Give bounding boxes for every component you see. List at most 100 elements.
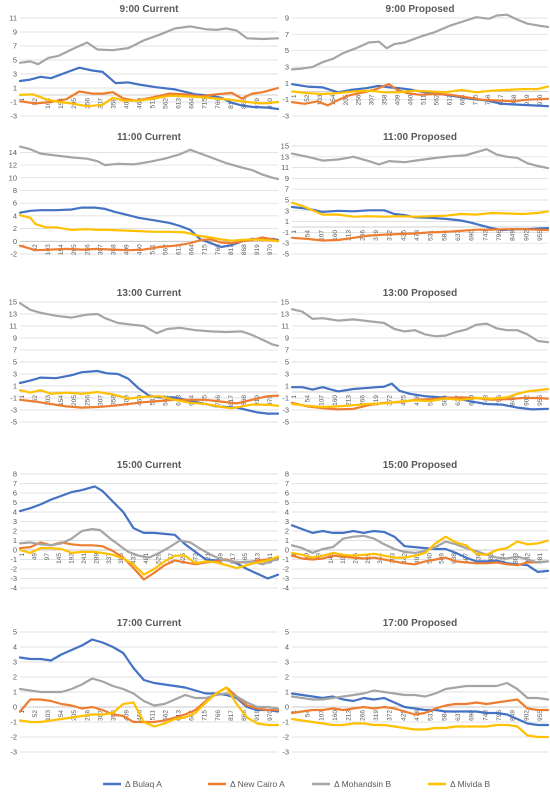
y-tick-label: -2: [282, 733, 289, 742]
y-tick-label: 2: [13, 224, 17, 233]
series-line-mivida-b: [18, 93, 280, 108]
x-tick-label: 460: [136, 395, 143, 406]
x-tick-label: 358: [382, 94, 389, 105]
x-tick-label: 613: [176, 244, 183, 255]
y-tick-label: 1: [285, 688, 289, 697]
x-tick-label: 638: [451, 553, 458, 564]
series-line-bulaq-a: [290, 382, 550, 411]
x-tick-label: 49: [31, 553, 38, 561]
y-tick-label: -3: [10, 406, 17, 415]
series-line-mohandsin-b: [18, 25, 280, 66]
x-tick-label: 902: [523, 710, 530, 721]
x-tick-label: 817: [228, 395, 235, 406]
legend-label: Δ Mohandsin B: [334, 779, 392, 789]
x-tick-label: 107: [318, 710, 325, 721]
y-tick-label: 8: [13, 470, 17, 479]
legend-label: Δ New Cairo A: [230, 779, 285, 789]
y-tick-label: 4: [13, 508, 17, 517]
series-line-new-cairo-a: [290, 396, 550, 411]
x-tick-label: 562: [163, 244, 170, 255]
x-tick-label: 54: [305, 710, 312, 718]
y-tick-label: 9: [13, 28, 17, 37]
y-tick-label: 0: [285, 546, 289, 555]
x-tick-label: 736: [476, 553, 483, 564]
y-tick-label: 7: [285, 479, 289, 488]
y-tick-label: 11: [9, 322, 17, 331]
x-tick-label: 766: [215, 710, 222, 721]
y-tick-label: 4: [285, 643, 289, 652]
x-tick-label: 197: [340, 553, 347, 564]
y-tick-label: -1: [282, 228, 289, 237]
x-tick-label: 511: [150, 710, 157, 721]
x-tick-label: 868: [241, 395, 248, 406]
y-tick-label: 12: [9, 161, 17, 170]
x-tick-label: 307: [97, 98, 104, 109]
y-tick-label: 2: [13, 673, 17, 682]
series-line-mohandsin-b: [18, 528, 280, 566]
series-line-bulaq-a: [290, 524, 550, 573]
x-tick-label: 205: [71, 710, 78, 721]
x-tick-label: 213: [346, 395, 353, 406]
x-tick-label: 1: [291, 230, 298, 234]
x-tick-label: 743: [482, 710, 489, 721]
y-tick-label: 3: [13, 517, 17, 526]
y-tick-label: 0: [13, 546, 17, 555]
x-tick-label: 337: [106, 553, 113, 564]
x-tick-label: 562: [163, 710, 170, 721]
x-tick-label: 409: [395, 94, 402, 105]
y-tick-label: 1: [285, 536, 289, 545]
x-tick-label: 715: [202, 710, 209, 721]
x-tick-label: 409: [123, 395, 130, 406]
y-tick-label: 5: [285, 628, 289, 637]
panel-title: 17:00 Current: [117, 618, 182, 629]
y-tick-label: 9: [13, 334, 17, 343]
series-line-new-cairo-a: [18, 86, 280, 105]
y-tick-label: 5: [13, 358, 17, 367]
x-tick-label: 52: [32, 395, 39, 403]
x-tick-label: 562: [163, 98, 170, 109]
y-tick-label: -1: [282, 718, 289, 727]
y-tick-label: -5: [10, 418, 17, 427]
series-line-new-cairo-a: [290, 83, 550, 107]
x-tick-label: 981: [537, 553, 544, 564]
x-tick-label: 358: [110, 98, 117, 109]
y-tick-label: -4: [282, 584, 289, 593]
x-tick-label: 1: [291, 94, 298, 98]
x-tick-label: 256: [84, 395, 91, 406]
x-tick-label: 307: [369, 94, 376, 105]
series-line-mohandsin-b: [290, 534, 550, 564]
x-tick-label: 145: [56, 553, 63, 564]
x-tick-label: 148: [328, 553, 335, 564]
y-tick-label: 10: [9, 173, 17, 182]
y-tick-label: -3: [10, 112, 17, 121]
y-tick-label: 3: [285, 206, 289, 215]
series-line-mivida-b: [290, 201, 550, 218]
series-line-mivida-b: [290, 535, 550, 559]
x-tick-label: 52: [32, 710, 39, 718]
series-line-new-cairo-a: [290, 698, 550, 716]
x-tick-label: 1: [291, 395, 298, 399]
x-tick-label: 955: [537, 710, 544, 721]
y-tick-label: 7: [13, 346, 17, 355]
y-tick-label: 3: [285, 517, 289, 526]
y-tick-label: 1: [285, 217, 289, 226]
x-tick-label: 883: [512, 553, 519, 564]
y-tick-label: 6: [13, 199, 17, 208]
series-line-mivida-b: [18, 214, 280, 243]
y-tick-label: 15: [9, 298, 17, 307]
y-tick-label: 7: [13, 42, 17, 51]
x-tick-label: 256: [356, 94, 363, 105]
y-tick-label: 15: [281, 298, 289, 307]
y-tick-label: -2: [10, 565, 17, 574]
x-tick-label: 511: [150, 244, 157, 255]
x-tick-label: 970: [267, 244, 274, 255]
x-tick-label: 531: [428, 230, 435, 241]
x-tick-label: 205: [343, 94, 350, 105]
y-tick-label: 3: [13, 70, 17, 79]
x-tick-label: 52: [32, 244, 39, 252]
